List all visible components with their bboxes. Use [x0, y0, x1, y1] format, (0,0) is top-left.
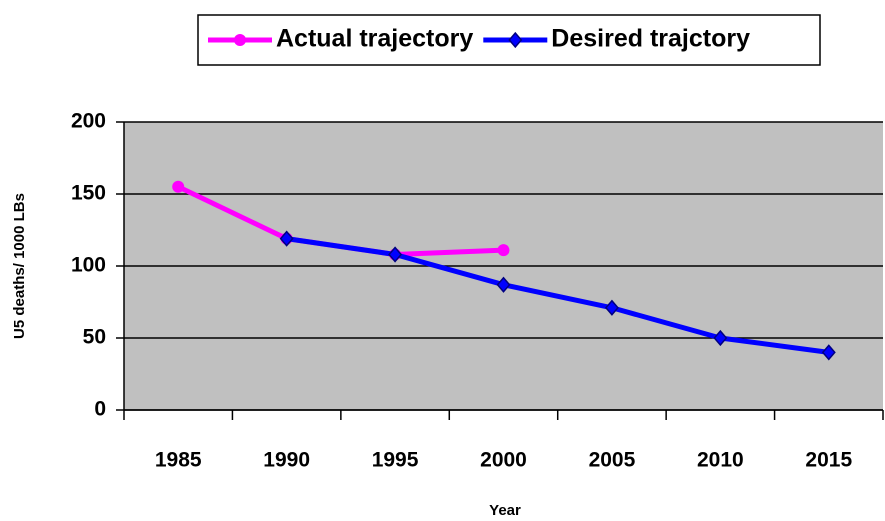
x-tick-label: 1995: [372, 449, 419, 472]
point: [604, 299, 619, 316]
point: [388, 246, 403, 263]
legend-label: Actual trajectory: [276, 25, 473, 53]
legend: Actual trajectory Desired trajctory: [197, 14, 821, 66]
x-tick-label: 2015: [805, 449, 852, 472]
point: [172, 180, 185, 193]
y-tick-label: 0: [94, 398, 106, 421]
x-tick-label: 2005: [589, 449, 636, 472]
point: [234, 34, 246, 46]
y-tick-label: 150: [71, 182, 106, 205]
y-axis-label: U5 deaths/ 1000 LBs: [11, 193, 28, 339]
y-tick-label: 200: [71, 110, 106, 133]
point: [497, 244, 510, 257]
point: [821, 344, 836, 361]
x-tick-label: 2000: [480, 449, 527, 472]
y-tick-label: 50: [83, 326, 106, 349]
point: [508, 31, 523, 49]
point: [496, 276, 511, 293]
x-tick-label: 1990: [263, 449, 310, 472]
y-tick-label: 100: [71, 254, 106, 277]
x-axis-label: Year: [489, 502, 521, 519]
point: [713, 329, 728, 347]
point: [279, 230, 294, 247]
legend-label: Desired trajctory: [551, 25, 750, 53]
x-tick-label: 1985: [155, 449, 202, 472]
series-line: [286, 236, 830, 355]
x-tick-label: 2010: [697, 449, 744, 472]
